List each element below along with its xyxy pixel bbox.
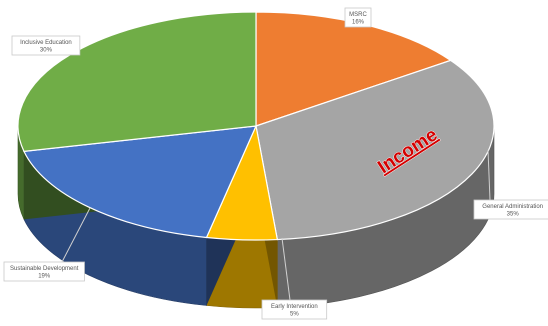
pie-slice-inclusive-education xyxy=(17,11,257,153)
pie-slice-general-administration xyxy=(255,59,495,241)
leader-line-general-administration xyxy=(487,149,491,201)
label-box-early-intervention xyxy=(261,299,328,320)
slice-percent-msrc: 16% xyxy=(352,20,365,26)
slice-percent-early-intervention: 5% xyxy=(290,312,299,318)
leader-line-early-intervention xyxy=(281,237,291,301)
label-msrc: MSRC 16% xyxy=(344,7,372,28)
label-general-administration: General Administration 35% xyxy=(473,149,548,220)
label-box-inclusive-education xyxy=(11,35,81,56)
slice-label-general-administration: General Administration xyxy=(482,204,543,210)
leader-line-sustainable-development xyxy=(61,207,91,263)
slice-percent-sustainable-development: 19% xyxy=(38,274,51,280)
label-early-intervention: Early Intervention 5% xyxy=(261,237,328,320)
label-inclusive-education: Inclusive Education 30% xyxy=(11,35,81,56)
slice-label-sustainable-development: Sustainable Development xyxy=(10,266,79,272)
slice-label-inclusive-education: Inclusive Education xyxy=(20,40,72,46)
slice-percent-inclusive-education: 30% xyxy=(40,48,53,54)
pie-tops xyxy=(17,11,495,241)
slice-percent-general-administration: 35% xyxy=(507,212,520,218)
slice-label-early-intervention: Early Intervention xyxy=(271,304,318,310)
slice-label-msrc: MSRC xyxy=(349,12,367,18)
pie-labels: MSRC 16% General Administration 35% Early In… xyxy=(3,7,548,320)
pie-slice-sustainable-development xyxy=(23,125,257,239)
label-sustainable-development: Sustainable Development 19% xyxy=(3,207,91,282)
label-box-msrc xyxy=(344,7,372,28)
label-box-general-administration xyxy=(473,199,548,220)
label-box-sustainable-development xyxy=(3,261,85,282)
